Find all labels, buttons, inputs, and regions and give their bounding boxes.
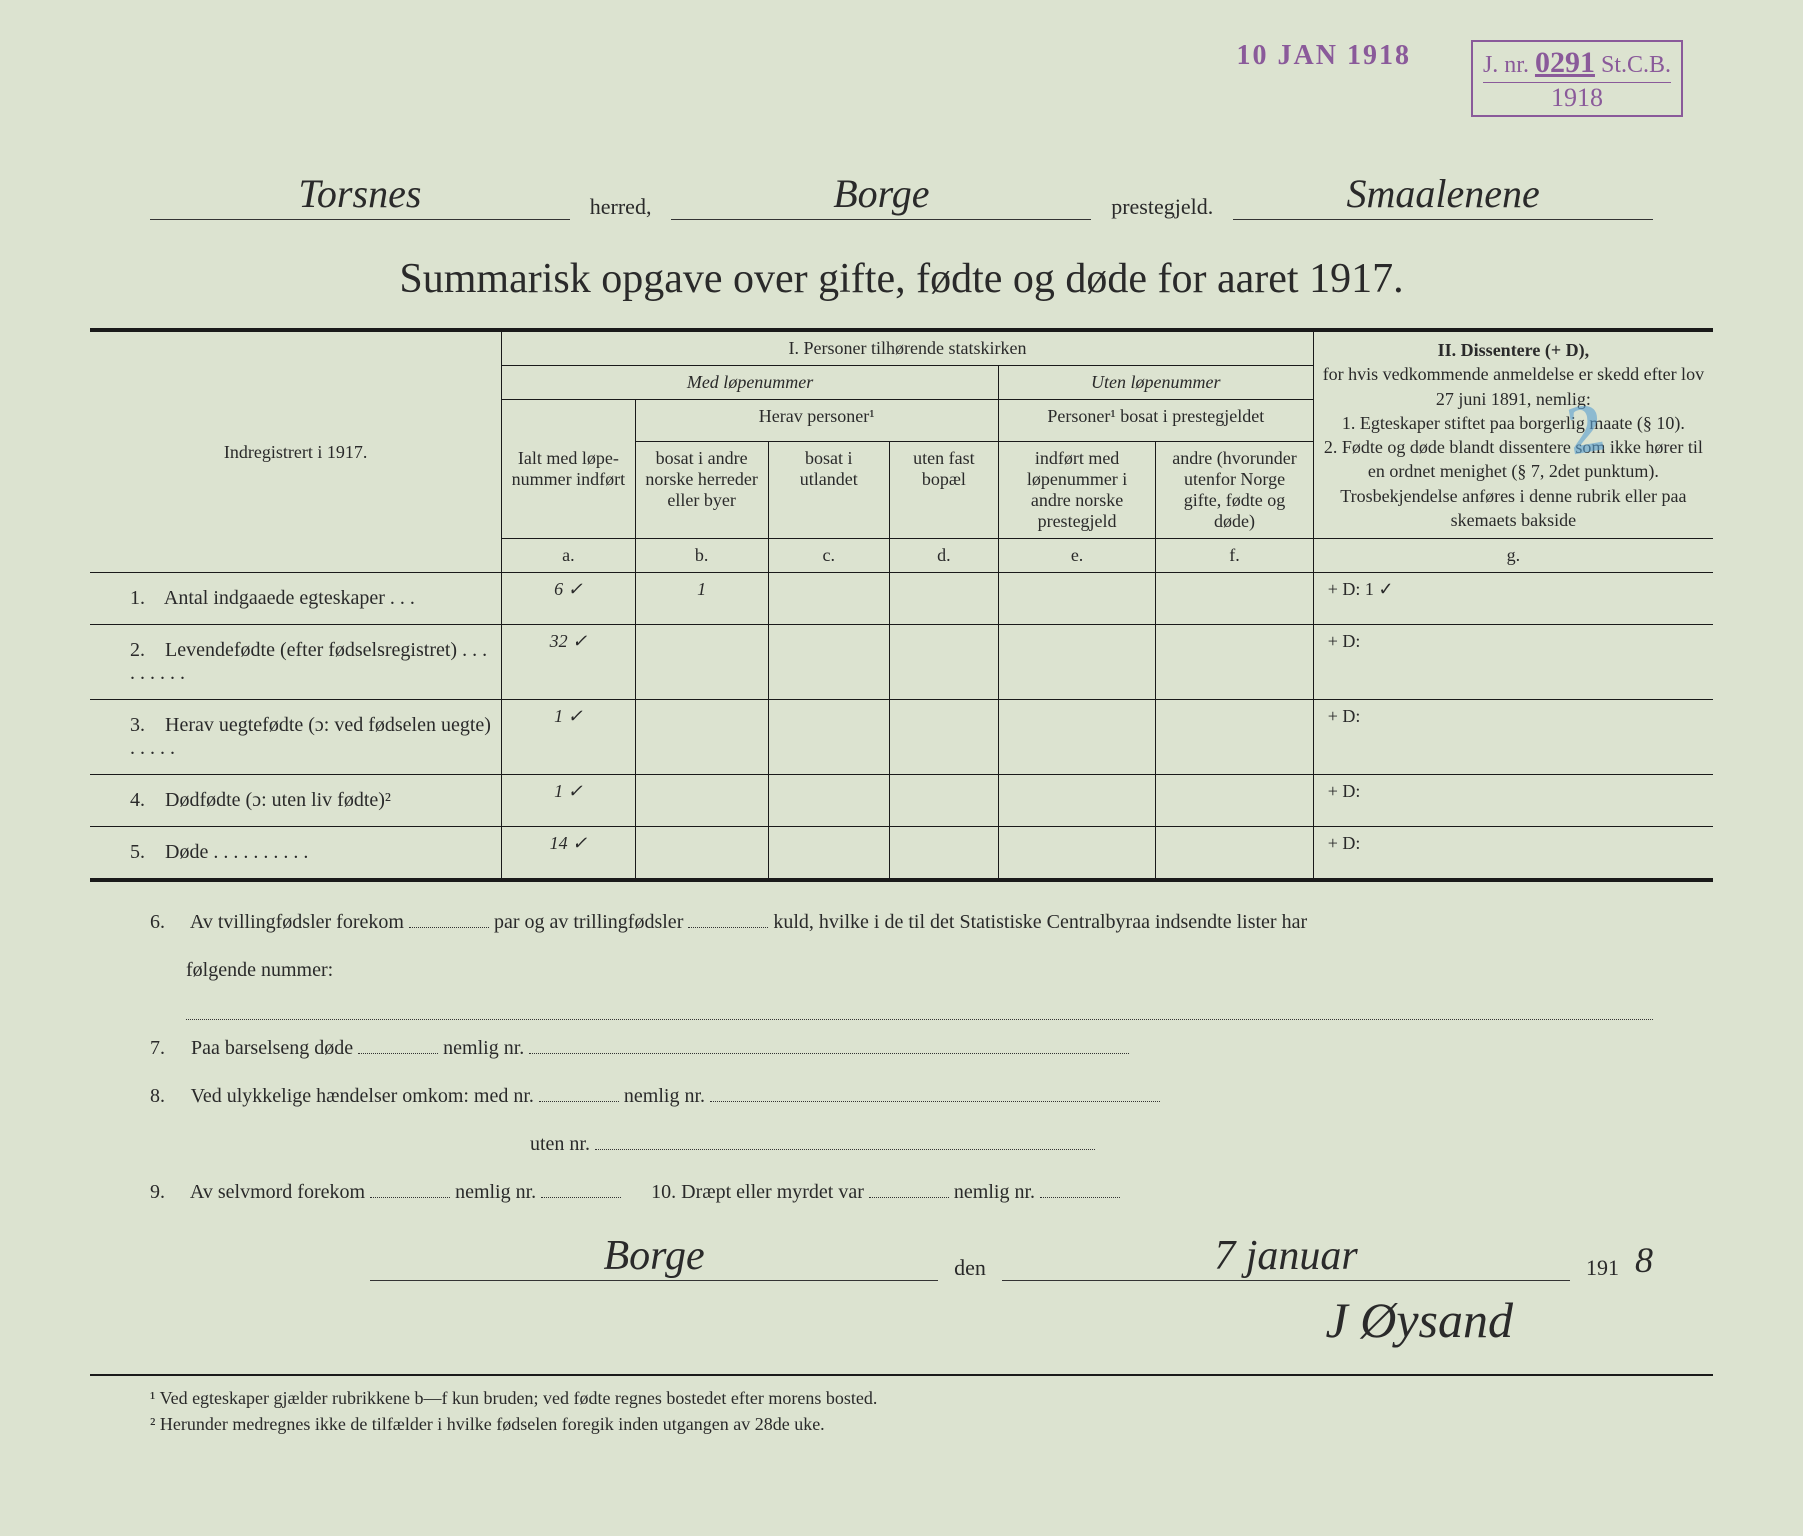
signature-place: Borge <box>370 1232 938 1281</box>
cell-d <box>889 700 998 775</box>
cell-e <box>998 625 1155 700</box>
letter-g: g. <box>1313 539 1713 573</box>
row-label: 3. Herav uegtefødte (ɔ: ved fødselen ueg… <box>90 700 502 775</box>
row-label: 1. Antal indgaaede egteskaper . . . <box>90 573 502 625</box>
signature-line: Borge den 7 januar 1918 <box>90 1232 1713 1281</box>
cell-c <box>768 827 889 881</box>
questions-block: 6. Av tvillingfødsler forekom par og av … <box>90 902 1713 1212</box>
main-table: Indregistrert i 1917. I. Personer tilhør… <box>90 328 1713 882</box>
cell-c <box>768 700 889 775</box>
prestegjeld-label: prestegjeld. <box>1111 194 1213 220</box>
table-row: 3. Herav uegtefødte (ɔ: ved fødselen ueg… <box>90 700 1713 775</box>
letter-c: c. <box>768 539 889 573</box>
col-header-ialt: Ialt med løpe-nummer indført <box>502 400 635 539</box>
cell-f <box>1156 573 1313 625</box>
header-line: Torsnes herred, Borge prestegjeld. Smaal… <box>90 170 1713 220</box>
cell-e <box>998 573 1155 625</box>
question-6: 6. Av tvillingfødsler forekom par og av … <box>150 902 1653 942</box>
col-header-b: bosat i andre norske herreder eller byer <box>635 442 768 539</box>
cell-g: + D: <box>1313 700 1713 775</box>
letter-f: f. <box>1156 539 1313 573</box>
stamp-journal-number: J. nr. 0291 St.C.B. 1918 <box>1471 40 1683 117</box>
cell-d <box>889 625 998 700</box>
sub-header-uten: Uten løpenummer <box>998 366 1313 400</box>
letter-d: d. <box>889 539 998 573</box>
col-header-c: bosat i utlandet <box>768 442 889 539</box>
letter-b: b. <box>635 539 768 573</box>
herred-value: Torsnes <box>150 170 570 220</box>
cell-f <box>1156 625 1313 700</box>
cell-g: + D: 1 ✓ <box>1313 573 1713 625</box>
footnote-2: ² Herunder medregnes ikke de tilfælder i… <box>150 1412 1653 1437</box>
cell-g: + D: <box>1313 775 1713 827</box>
table-row: 1. Antal indgaaede egteskaper . . . 6 ✓ … <box>90 573 1713 625</box>
cell-a: 14 ✓ <box>502 827 635 881</box>
prestegjeld-value: Borge <box>671 170 1091 220</box>
jnr-number: 0291 <box>1535 46 1595 79</box>
footnote-1: ¹ Ved egteskaper gjælder rubrikkene b—f … <box>150 1386 1653 1411</box>
row-label: 5. Døde . . . . . . . . . . <box>90 827 502 881</box>
cell-c <box>768 573 889 625</box>
jnr-suffix: St.C.B. <box>1601 52 1671 78</box>
sub-header-med: Med løpenummer <box>502 366 999 400</box>
cell-b <box>635 827 768 881</box>
cell-b: 1 <box>635 573 768 625</box>
cell-e <box>998 827 1155 881</box>
cell-e <box>998 775 1155 827</box>
col-header-personer: Personer¹ bosat i prestegjeldet <box>998 400 1313 442</box>
col-header-d: uten fast bopæl <box>889 442 998 539</box>
table-row: 2. Levendefødte (efter fødselsregistret)… <box>90 625 1713 700</box>
row-label: 2. Levendefødte (efter fødselsregistret)… <box>90 625 502 700</box>
jnr-year: 1918 <box>1483 83 1671 113</box>
signature-name: J Øysand <box>90 1291 1713 1349</box>
signature-date: 7 januar <box>1002 1232 1570 1281</box>
cell-a: 32 ✓ <box>502 625 635 700</box>
stamp-date: 10 JAN 1918 <box>1237 40 1411 72</box>
section2-header: II. Dissentere (+ D), for hvis vedkommen… <box>1313 330 1713 539</box>
cell-g: + D: <box>1313 625 1713 700</box>
cell-a: 6 ✓ <box>502 573 635 625</box>
question-7: 7. Paa barselseng døde nemlig nr. <box>150 1028 1653 1068</box>
table-row: 5. Døde . . . . . . . . . . 14 ✓ + D: <box>90 827 1713 881</box>
col-header-herav: Herav personer¹ <box>635 400 998 442</box>
col-header-f: andre (hvorunder utenfor Norge gifte, fø… <box>1156 442 1313 539</box>
cell-d <box>889 827 998 881</box>
letter-e: e. <box>998 539 1155 573</box>
cell-d <box>889 573 998 625</box>
section1-header: I. Personer tilhørende statskirken <box>502 330 1313 366</box>
cell-f <box>1156 700 1313 775</box>
cell-f <box>1156 827 1313 881</box>
herred-label: herred, <box>590 194 652 220</box>
question-8: 8. Ved ulykkelige hændelser omkom: med n… <box>150 1076 1653 1116</box>
page-title: Summarisk opgave over gifte, fødte og dø… <box>90 255 1713 303</box>
cell-a: 1 ✓ <box>502 700 635 775</box>
cell-b <box>635 625 768 700</box>
table-row: 4. Dødfødte (ɔ: uten liv fødte)² 1 ✓ + D… <box>90 775 1713 827</box>
col-header-indregistrert: Indregistrert i 1917. <box>90 330 502 573</box>
cell-a: 1 ✓ <box>502 775 635 827</box>
cell-f <box>1156 775 1313 827</box>
row-label: 4. Dødfødte (ɔ: uten liv fødte)² <box>90 775 502 827</box>
cell-e <box>998 700 1155 775</box>
cell-c <box>768 775 889 827</box>
footnotes: ¹ Ved egteskaper gjælder rubrikkene b—f … <box>90 1374 1713 1436</box>
col-header-e: indført med løpenummer i andre norske pr… <box>998 442 1155 539</box>
letter-a: a. <box>502 539 635 573</box>
stamp-area: 10 JAN 1918 J. nr. 0291 St.C.B. 1918 <box>1237 40 1684 117</box>
cell-c <box>768 625 889 700</box>
question-9-10: 9. Av selvmord forekom nemlig nr. 10. Dr… <box>150 1172 1653 1212</box>
cell-b <box>635 700 768 775</box>
jnr-prefix: J. nr. <box>1483 52 1529 78</box>
cell-d <box>889 775 998 827</box>
amt-value: Smaalenene <box>1233 170 1653 220</box>
cell-g: + D: <box>1313 827 1713 881</box>
cell-b <box>635 775 768 827</box>
